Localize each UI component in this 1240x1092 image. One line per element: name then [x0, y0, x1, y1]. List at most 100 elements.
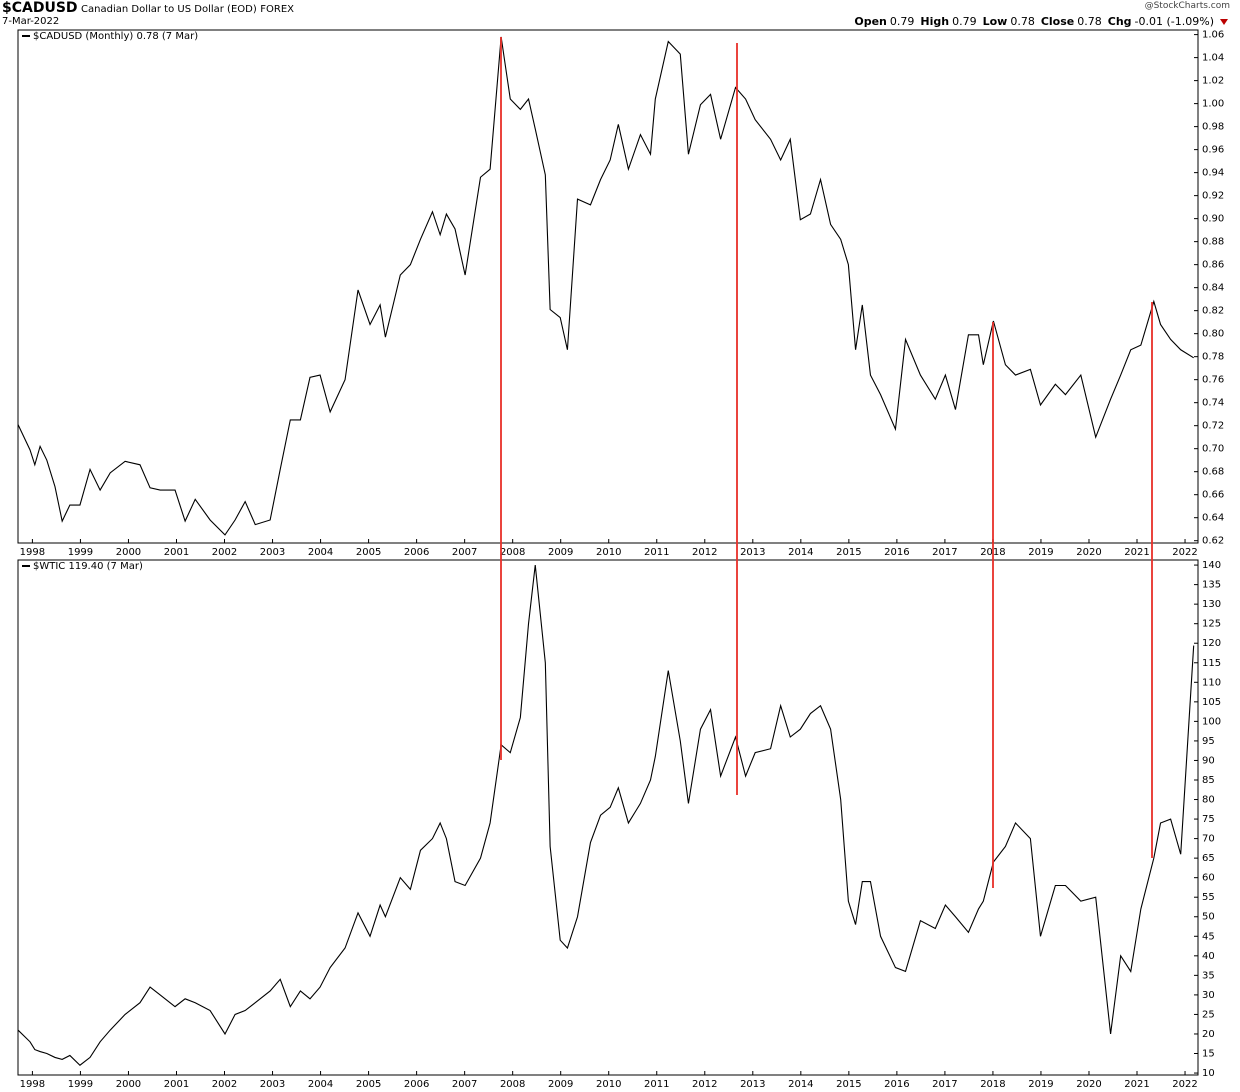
exchange: FOREX: [260, 4, 294, 15]
price-line: [17, 36, 1194, 536]
quote-label: Close: [1040, 15, 1075, 28]
quote-label: Open: [854, 15, 887, 28]
y-tick-label: 45: [1202, 931, 1215, 942]
panel-frame: [17, 29, 1199, 544]
x-tick-label: 2010: [596, 547, 621, 558]
y-tick-label: 0.64: [1202, 513, 1224, 524]
y-tick-label: 10: [1202, 1068, 1215, 1079]
quote-value: 0.79: [952, 15, 977, 28]
y-tick-label: 0.84: [1202, 283, 1224, 294]
y-tick-label: 0.98: [1202, 122, 1224, 133]
y-tick-label: 0.66: [1202, 490, 1224, 501]
y-tick-label: 0.92: [1202, 191, 1224, 202]
y-tick-label: 25: [1202, 1009, 1215, 1020]
y-tick-label: 1.02: [1202, 76, 1224, 87]
y-tick-label: 0.70: [1202, 444, 1224, 455]
y-tick-label: 50: [1202, 912, 1215, 923]
panel-title: $WTIC 119.40 (7 Mar): [33, 561, 143, 572]
quote: Open 0.79 High 0.79 Low 0.78 Close 0.78 Chg -0.01…: [854, 15, 1228, 28]
y-tick-label: 30: [1202, 990, 1215, 1001]
y-tick-label: 15: [1202, 1049, 1215, 1060]
y-tick-label: 0.62: [1202, 536, 1224, 547]
x-tick-label: 1999: [68, 1079, 93, 1090]
y-tick-label: 0.74: [1202, 398, 1224, 409]
y-tick-label: 80: [1202, 795, 1215, 806]
y-tick-label: 75: [1202, 814, 1215, 825]
y-tick-label: 115: [1202, 658, 1221, 669]
y-tick-label: 0.78: [1202, 352, 1224, 363]
symbol-name: Canadian Dollar to US Dollar (EOD): [81, 4, 257, 15]
x-tick-label: 2003: [260, 547, 285, 558]
x-tick-label: 2010: [596, 1079, 621, 1090]
x-tick-label: 2022: [1172, 547, 1197, 558]
quote-label: Low: [982, 15, 1008, 28]
y-tick-label: 100: [1202, 716, 1221, 727]
y-tick-label: 0.68: [1202, 467, 1224, 478]
x-tick-label: 2016: [884, 1079, 909, 1090]
x-tick-label: 2015: [836, 1079, 861, 1090]
y-tick-label: 125: [1202, 619, 1221, 630]
y-tick-label: 0.88: [1202, 237, 1224, 248]
y-tick-label: 70: [1202, 834, 1215, 845]
y-tick-label: 0.86: [1202, 260, 1224, 271]
x-tick-label: 2012: [692, 1079, 717, 1090]
down-arrow: [1220, 19, 1228, 25]
y-tick-label: 120: [1202, 638, 1221, 649]
y-tick-label: 95: [1202, 736, 1215, 747]
x-tick-label: 2004: [308, 1079, 333, 1090]
x-tick-label: 1998: [20, 1079, 45, 1090]
x-tick-label: 2008: [500, 547, 525, 558]
y-tick-label: 130: [1202, 599, 1221, 610]
x-tick-label: 2003: [260, 1079, 285, 1090]
x-tick-label: 2008: [500, 1079, 525, 1090]
panel-frame: [17, 559, 1199, 1076]
x-tick-label: 2022: [1172, 1079, 1197, 1090]
x-tick-label: 2011: [644, 1079, 669, 1090]
y-tick-label: 140: [1202, 560, 1221, 571]
x-tick-label: 2014: [788, 1079, 813, 1090]
y-tick-label: 1.00: [1202, 99, 1224, 110]
x-tick-label: 2004: [308, 547, 333, 558]
x-tick-label: 2001: [164, 547, 189, 558]
y-tick-label: 60: [1202, 873, 1215, 884]
quote-label: High: [920, 15, 950, 28]
date: 7-Mar-2022: [2, 16, 60, 27]
y-tick-label: 0.96: [1202, 145, 1224, 156]
y-tick-label: 0.80: [1202, 329, 1224, 340]
x-tick-label: 2005: [356, 547, 381, 558]
x-tick-label: 2006: [404, 547, 429, 558]
x-tick-label: 2019: [1028, 547, 1053, 558]
x-tick-label: 2017: [932, 547, 957, 558]
quote-value: 0.79: [889, 15, 915, 28]
quote-value: -0.01 (-1.09%): [1134, 15, 1214, 28]
y-tick-label: 90: [1202, 755, 1215, 766]
y-tick-label: 40: [1202, 951, 1215, 962]
x-tick-label: 2002: [212, 547, 237, 558]
y-tick-label: 1.04: [1202, 53, 1224, 64]
quote-label: Chg: [1107, 15, 1132, 28]
x-tick-label: 2013: [740, 547, 765, 558]
x-tick-label: 2007: [452, 1079, 477, 1090]
x-tick-label: 2000: [116, 1079, 141, 1090]
y-tick-label: 35: [1202, 970, 1215, 981]
y-tick-label: 0.76: [1202, 375, 1224, 386]
x-tick-label: 2002: [212, 1079, 237, 1090]
x-tick-label: 2006: [404, 1079, 429, 1090]
x-tick-label: 2009: [548, 547, 573, 558]
y-tick-label: 0.72: [1202, 421, 1224, 432]
credit: @StockCharts.com: [1144, 1, 1230, 11]
y-tick-label: 55: [1202, 892, 1215, 903]
x-tick-label: 2009: [548, 1079, 573, 1090]
panel-title: $CADUSD (Monthly) 0.78 (7 Mar): [33, 31, 198, 42]
y-tick-label: 0.90: [1202, 214, 1224, 225]
quote-value: 0.78: [1077, 15, 1102, 28]
x-tick-label: 2012: [692, 547, 717, 558]
y-tick-label: 105: [1202, 697, 1221, 708]
y-tick-label: 1.06: [1202, 30, 1224, 41]
header-left: $CADUSD Canadian Dollar to US Dollar (EO…: [2, 0, 294, 16]
x-tick-label: 2018: [980, 1079, 1005, 1090]
x-tick-label: 2021: [1124, 547, 1149, 558]
x-tick-label: 2005: [356, 1079, 381, 1090]
